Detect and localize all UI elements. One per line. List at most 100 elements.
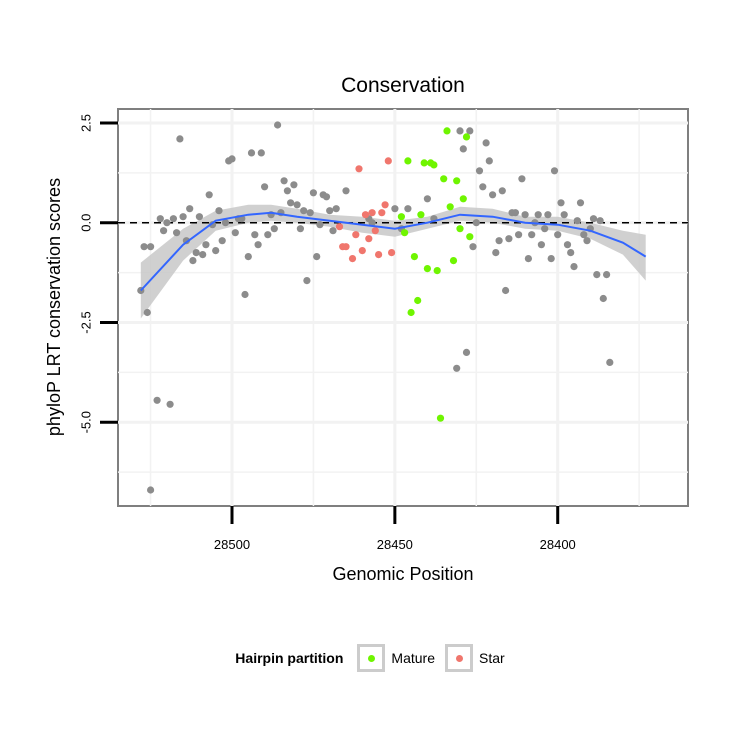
legend-key-star [445, 644, 473, 672]
point-mature [420, 159, 428, 167]
y-tick-label: 2.5 [78, 114, 93, 132]
point-mature [407, 308, 415, 317]
point-other [244, 253, 252, 261]
smooth-curve [140, 211, 647, 292]
point-mature [459, 195, 467, 203]
point-other [550, 167, 559, 175]
point-other [466, 127, 474, 135]
point-star [342, 243, 350, 251]
point-other [274, 121, 282, 129]
point-mature [414, 296, 422, 305]
point-other [560, 211, 568, 219]
point-mature [446, 203, 454, 211]
point-other [495, 237, 503, 245]
x-tick-label: 28450 [377, 537, 413, 552]
legend-key-mature [357, 644, 386, 672]
point-other [599, 294, 607, 303]
point-other [303, 277, 311, 285]
point-mature [430, 161, 438, 169]
smooth-line [140, 211, 647, 292]
point-other [195, 213, 203, 221]
axes: 2.5 0.0 -2.5 -5.0 28500 28450 28400 [78, 114, 575, 552]
point-other [169, 215, 177, 223]
point-other [391, 205, 399, 213]
point-mature [410, 253, 418, 261]
point-other [257, 149, 265, 157]
point-mature [443, 127, 451, 135]
point-other [329, 227, 337, 235]
point-other [472, 219, 480, 227]
point-mature [417, 211, 425, 219]
plot-panel [117, 108, 689, 507]
point-star [375, 251, 383, 259]
y-axis-label: phyloP LRT conservation scores [44, 178, 64, 436]
point-other [221, 219, 230, 227]
y-tick-label: 0.0 [78, 214, 93, 232]
point-other [309, 189, 317, 197]
point-star [365, 235, 373, 243]
point-other [290, 181, 298, 189]
point-other [518, 175, 526, 183]
point-other [293, 201, 301, 209]
legend-item-star: Star [445, 644, 505, 672]
point-other [326, 207, 334, 215]
point-other [300, 207, 308, 215]
point-other [485, 157, 493, 165]
point-mature [433, 267, 441, 275]
point-other [456, 127, 464, 135]
point-other [287, 199, 295, 207]
point-other [176, 135, 184, 143]
point-star [371, 227, 379, 235]
point-other [482, 139, 490, 147]
point-other [231, 229, 239, 237]
point-other [215, 207, 223, 215]
point-other [502, 286, 510, 295]
mature-dot-icon [367, 654, 375, 662]
point-star [355, 165, 363, 173]
point-other [342, 187, 350, 195]
point-other [469, 243, 477, 251]
point-mature [401, 229, 409, 237]
point-other [147, 486, 155, 494]
point-other [524, 255, 533, 263]
chart-title: Conservation [341, 74, 465, 97]
y-tick-label: -5.0 [78, 411, 93, 433]
point-other [179, 213, 187, 221]
point-mature [466, 233, 474, 241]
point-other [563, 241, 572, 249]
point-star [388, 249, 396, 257]
point-other [192, 249, 200, 257]
point-other [534, 211, 542, 219]
point-other [254, 241, 262, 249]
point-other [489, 191, 497, 199]
point-other [322, 193, 331, 201]
point-other [521, 211, 529, 219]
point-other [270, 225, 278, 233]
legend-title: Hairpin partition [235, 650, 344, 666]
point-other [261, 183, 269, 191]
point-other [228, 155, 236, 163]
point-other [453, 364, 461, 372]
point-other [140, 243, 148, 251]
legend: Hairpin partition Mature Star [0, 640, 750, 676]
data-points [137, 121, 614, 494]
point-other [528, 231, 536, 239]
point-other [218, 237, 226, 245]
point-mature [449, 257, 458, 265]
point-star [384, 157, 392, 165]
point-other [283, 187, 291, 195]
point-other [547, 255, 555, 263]
point-other [186, 205, 194, 213]
y-tick-label: -2.5 [78, 311, 93, 333]
point-mature [456, 225, 464, 233]
point-other [143, 308, 151, 317]
point-star [361, 211, 370, 219]
point-other [554, 231, 562, 239]
x-tick-label: 28400 [540, 537, 576, 552]
point-other [332, 205, 340, 213]
point-other [404, 205, 412, 213]
point-other [156, 215, 164, 223]
point-other [173, 229, 181, 237]
legend-label-star: Star [479, 650, 505, 666]
point-other [160, 227, 168, 235]
